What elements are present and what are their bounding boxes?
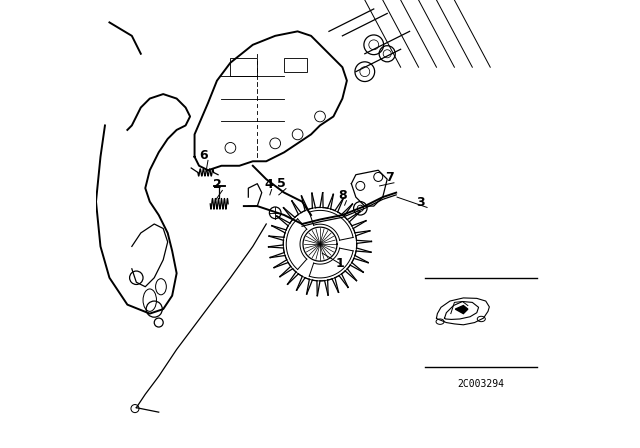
Text: 1: 1 [336, 257, 344, 270]
Text: 5: 5 [278, 177, 286, 190]
Text: 6: 6 [199, 149, 207, 162]
Text: 7: 7 [385, 172, 394, 185]
Text: 3: 3 [417, 196, 425, 209]
Polygon shape [455, 306, 468, 314]
Text: 8: 8 [338, 190, 346, 202]
Text: 4: 4 [264, 178, 273, 191]
Text: 2C003294: 2C003294 [458, 379, 505, 388]
Text: 2: 2 [213, 178, 222, 191]
